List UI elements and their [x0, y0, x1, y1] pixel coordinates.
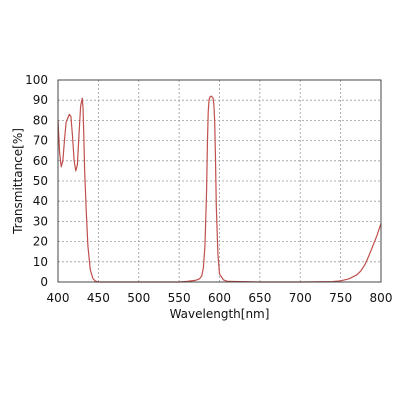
- x-tick-label: 550: [168, 291, 191, 305]
- y-tick-label: 40: [33, 194, 48, 208]
- y-tick-label: 50: [33, 174, 48, 188]
- y-tick-label: 20: [33, 235, 48, 249]
- y-tick-label: 60: [33, 154, 48, 168]
- x-tick-label: 650: [248, 291, 271, 305]
- x-tick-label: 750: [329, 291, 352, 305]
- x-tick-labels: 400 450 500 550 600 650 700 750 800: [47, 291, 393, 305]
- x-axis-title: Wavelength[nm]: [170, 307, 270, 321]
- y-tick-label: 0: [40, 275, 48, 289]
- x-tick-label: 800: [370, 291, 393, 305]
- grid: [58, 80, 381, 282]
- y-axis-title: Transmittance[%]: [11, 128, 25, 235]
- y-tick-label: 80: [33, 113, 48, 127]
- x-tick-label: 450: [87, 291, 110, 305]
- x-tick-label: 400: [47, 291, 70, 305]
- y-tick-label: 90: [33, 93, 48, 107]
- x-tick-label: 600: [208, 291, 231, 305]
- y-tick-labels: 0 10 20 30 40 50 60 70 80 90 100: [25, 73, 48, 289]
- y-tick-label: 30: [33, 214, 48, 228]
- x-tick-label: 500: [127, 291, 150, 305]
- plot-frame: [57, 79, 382, 283]
- x-tick-label: 700: [289, 291, 312, 305]
- y-tick-label: 70: [33, 134, 48, 148]
- y-tick-label: 100: [25, 73, 48, 87]
- y-tick-label: 10: [33, 255, 48, 269]
